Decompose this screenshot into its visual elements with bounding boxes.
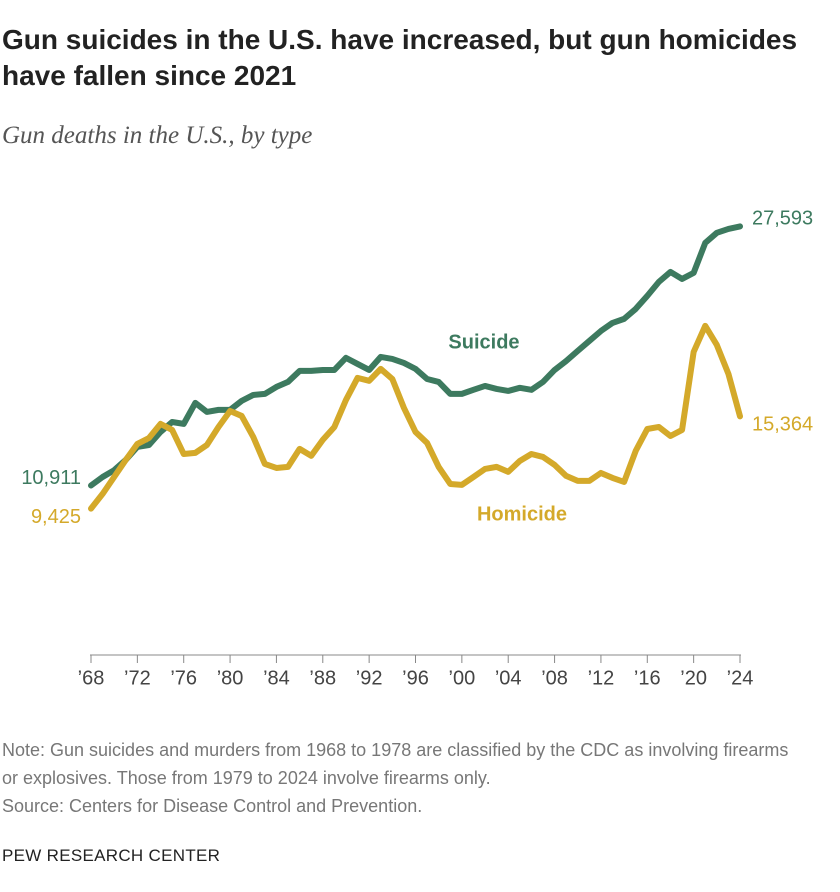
series-label: Suicide xyxy=(448,331,519,353)
x-tick-label: ’20 xyxy=(680,667,707,689)
chart-subtitle: Gun deaths in the U.S., by type xyxy=(2,122,313,149)
value-label: 15,364 xyxy=(752,414,813,436)
chart-title: Gun suicides in the U.S. have increased,… xyxy=(2,24,798,91)
x-tick-label: ’88 xyxy=(309,667,336,689)
x-tick-label: ’72 xyxy=(124,667,151,689)
x-tick-label: ’08 xyxy=(541,667,568,689)
x-tick-label: ’04 xyxy=(495,667,522,689)
x-tick-label: ’00 xyxy=(449,667,476,689)
x-tick-label: ’80 xyxy=(217,667,244,689)
x-tick-label: ’68 xyxy=(78,667,105,689)
series-line xyxy=(88,322,743,512)
value-label: 10,911 xyxy=(21,467,81,489)
x-tick-label: ’16 xyxy=(634,667,661,689)
x-tick-label: ’96 xyxy=(402,667,429,689)
value-label: 9,425 xyxy=(31,506,81,528)
series-label: Homicide xyxy=(477,503,567,525)
x-tick-label: ’24 xyxy=(727,667,754,689)
x-tick-label: ’12 xyxy=(588,667,615,689)
series-line xyxy=(88,223,743,489)
x-tick-label: ’76 xyxy=(170,667,197,689)
footer: PEW RESEARCH CENTER xyxy=(2,846,221,865)
note: Note: Gun suicides and murders from 1968… xyxy=(2,740,789,788)
x-tick-label: ’84 xyxy=(263,667,290,689)
source: Source: Centers for Disease Control and … xyxy=(2,796,423,816)
value-label: 27,593 xyxy=(752,208,813,230)
x-tick-label: ’92 xyxy=(356,667,383,689)
